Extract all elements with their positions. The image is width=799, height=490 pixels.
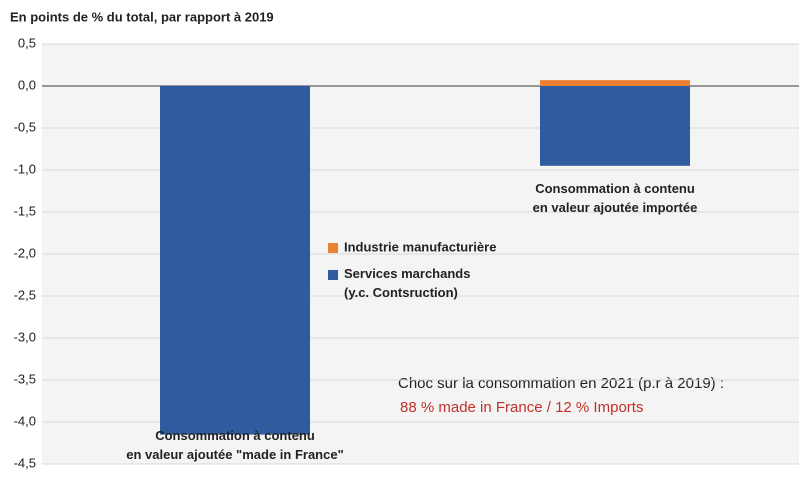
y-tick-label: -1,5	[14, 203, 36, 218]
y-tick-label: -2,5	[14, 287, 36, 302]
bar-segment	[540, 86, 690, 166]
y-tick-label: -2,0	[14, 245, 36, 260]
legend-swatch	[328, 270, 338, 280]
bar-segment	[160, 86, 310, 435]
x-category-label: Consommation à contenu en valeur ajoutée …	[533, 181, 698, 215]
y-tick-label: -3,5	[14, 371, 36, 386]
legend-swatch	[328, 243, 338, 253]
legend-label: Services marchands (y.c. Contsruction)	[344, 266, 470, 300]
y-tick-label: 0,0	[18, 77, 36, 92]
annotation: 88 % made in France / 12 % Imports	[400, 399, 643, 416]
annotation: Choc sur la consommation en 2021 (p.r à …	[398, 375, 724, 392]
bar-segment	[540, 80, 690, 86]
legend-label: Industrie manufacturière	[344, 239, 496, 254]
x-category-label: Consommation à contenu en valeur ajoutée …	[126, 428, 344, 462]
y-tick-label: -3,0	[14, 329, 36, 344]
y-tick-label: -1,0	[14, 161, 36, 176]
y-tick-label: -4,0	[14, 413, 36, 428]
y-tick-label: 0,5	[18, 35, 36, 50]
y-tick-label: -4,5	[14, 455, 36, 470]
y-tick-label: -0,5	[14, 119, 36, 134]
chart-title: En points de % du total, par rapport à 2…	[10, 9, 274, 24]
